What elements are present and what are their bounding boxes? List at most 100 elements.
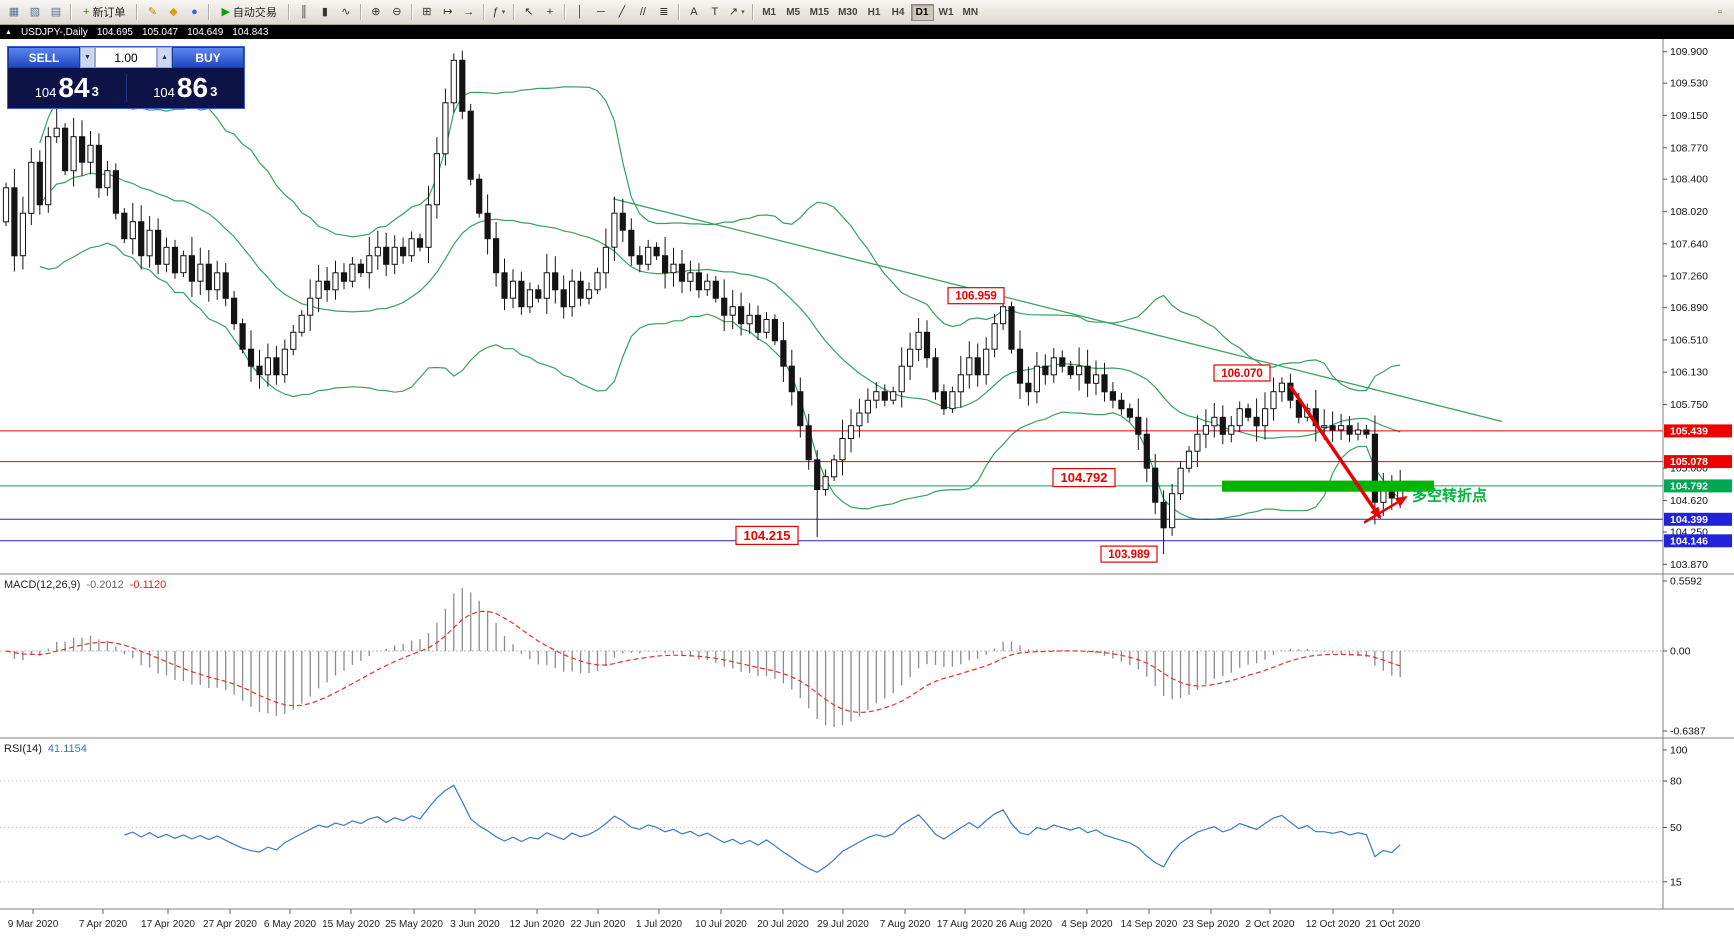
time-axis-label: 9 Mar 2020	[8, 919, 59, 930]
sell-button[interactable]: SELL	[8, 47, 80, 68]
profiles-button[interactable]: ▧	[25, 3, 45, 22]
price-callout-104.215[interactable]: 104.215	[735, 525, 799, 545]
buy-price-pips: 86	[176, 72, 209, 103]
text-label-button[interactable]: T	[705, 3, 725, 22]
time-axis-label: 27 Apr 2020	[203, 919, 257, 930]
zoom-in-button[interactable]: ⊕	[366, 3, 386, 22]
price-callout-103.989[interactable]: 103.989	[1100, 545, 1158, 563]
lot-increase-button[interactable]: ▲	[157, 47, 172, 68]
zoom-out-button[interactable]: ⊖	[387, 3, 407, 22]
bar-chart-icon: ║	[300, 5, 308, 18]
lot-decrease-button[interactable]: ▼	[80, 47, 95, 68]
trend-arrow-2[interactable]	[1363, 496, 1408, 524]
buy-button[interactable]: BUY	[172, 47, 244, 68]
community-button[interactable]: ●	[184, 3, 204, 22]
horizontal-line-icon: ─	[597, 5, 605, 18]
chart-shift-button[interactable]: →	[459, 3, 479, 22]
timeframe-d1-button[interactable]: D1	[910, 3, 934, 21]
time-axis-label: 12 Oct 2020	[1306, 919, 1361, 930]
docking-button[interactable]: ▫	[1710, 3, 1730, 22]
line-chart-button[interactable]: ∿	[336, 3, 356, 22]
cursor-button[interactable]: ↖	[519, 3, 539, 22]
timeframe-mn-button[interactable]: MN	[959, 4, 983, 21]
new-order-label: 新订单	[92, 7, 126, 19]
chart-canvas[interactable]: 多空转折点 106.959 106.070 104.792 104.215 103.989…	[0, 39, 1734, 945]
chart-info-bar: ▲ USDJPY-,Daily 104.695 105.047 104.649 …	[0, 25, 1734, 39]
autotrading-button[interactable]: ▶ 自动交易	[214, 3, 283, 22]
timeframe-h4-button[interactable]: H4	[887, 4, 910, 21]
symbol-period: USDJPY-,Daily	[20, 26, 88, 38]
timeframe-h1-button[interactable]: H1	[863, 4, 886, 21]
favorites-button[interactable]: ◆	[163, 3, 183, 22]
time-axis-label: 7 Aug 2020	[880, 919, 931, 930]
toolbar-separator	[208, 4, 211, 20]
price-callout-104.792[interactable]: 104.792	[1052, 468, 1116, 488]
price-badge-104.399: 104.399	[1664, 512, 1732, 526]
chevron-down-icon: ▼	[84, 54, 91, 61]
text-button[interactable]: A	[684, 3, 704, 22]
sell-price-figure: 104	[34, 85, 57, 100]
vertical-line-button[interactable]: │	[570, 3, 590, 22]
auto-scroll-button[interactable]: ↦	[438, 3, 458, 22]
charts-list-button[interactable]: ▤	[46, 3, 66, 22]
arrow-objects-button[interactable]: ↗ ▾	[726, 3, 748, 22]
metaeditor-button[interactable]: ✎	[142, 3, 162, 22]
ohlc-high: 105.047	[141, 26, 179, 38]
annotation-turning-point[interactable]: 多空转折点	[1412, 487, 1487, 505]
support-zone-highlight[interactable]	[1222, 480, 1434, 492]
toolbar-separator	[512, 4, 515, 20]
bar-chart-button[interactable]: ║	[294, 3, 314, 22]
auto-scroll-icon: ↦	[443, 5, 453, 18]
descending-trendline[interactable]	[612, 198, 1503, 423]
horizontal-line-button[interactable]: ─	[591, 3, 611, 22]
equidistant-channel-button[interactable]: //	[633, 3, 653, 22]
indicators-icon: ƒ	[492, 5, 499, 18]
timeframe-m15-button[interactable]: M15	[806, 4, 833, 21]
time-axis-label: 23 Sep 2020	[1183, 919, 1240, 930]
timeframe-m5-button[interactable]: M5	[782, 4, 805, 21]
time-axis-label: 1 Jul 2020	[636, 919, 683, 930]
indicators-button[interactable]: ƒ ▾	[489, 3, 509, 22]
sell-price[interactable]: 104 84 3	[8, 74, 126, 102]
price-tick-label: 103.870	[1670, 559, 1708, 571]
timeframe-m1-button[interactable]: M1	[758, 4, 781, 21]
new-order-button[interactable]: + 新订单	[76, 3, 132, 22]
ohlc-close: 104.843	[232, 26, 269, 38]
time-axis-label: 15 May 2020	[322, 919, 380, 930]
price-badge-104.146: 104.146	[1664, 534, 1732, 548]
tile-windows-button[interactable]: ⊞	[417, 3, 437, 22]
fibonacci-retracement-icon: ≣	[659, 5, 669, 18]
buy-price[interactable]: 104 86 3	[125, 72, 245, 103]
time-axis-label: 17 Aug 2020	[937, 919, 994, 930]
new-chart-button[interactable]: ▦	[4, 3, 24, 22]
trend-arrow-1[interactable]	[1288, 384, 1382, 520]
time-axis[interactable]: 9 Mar 2020 7 Apr 2020 17 Apr 2020 27 Apr 20…	[8, 909, 1421, 930]
lot-size-input[interactable]	[95, 47, 157, 68]
collapse-panel-icon[interactable]: ▲	[5, 28, 12, 36]
timeframe-w1-button[interactable]: W1	[935, 4, 958, 21]
time-axis-label: 7 Apr 2020	[79, 919, 128, 930]
fibonacci-retracement-button[interactable]: ≣	[654, 3, 674, 22]
price-callout-106.959[interactable]: 106.959	[947, 287, 1005, 305]
svg-text:103.989: 103.989	[1108, 549, 1150, 561]
chevron-down-icon: ▾	[741, 9, 745, 16]
docking-icon: ▫	[1718, 5, 1722, 18]
timeframe-m30-button[interactable]: M30	[834, 4, 861, 21]
time-axis-label: 17 Apr 2020	[141, 919, 195, 930]
time-axis-label: 4 Sep 2020	[1061, 919, 1113, 930]
price-badge-105.078: 105.078	[1664, 455, 1732, 469]
time-axis-label: 14 Sep 2020	[1121, 919, 1178, 930]
rsi-axis-label: 50	[1670, 822, 1682, 834]
price-axis[interactable]: 109.900 109.530 109.150 108.770 108.400 108.0…	[1663, 46, 1732, 571]
candlestick-chart-button[interactable]: ▮	[315, 3, 335, 22]
trendline-button[interactable]: ╱	[612, 3, 632, 22]
toolbar-separator	[563, 4, 566, 20]
equidistant-channel-icon: //	[639, 5, 646, 18]
profiles-icon: ▧	[29, 5, 41, 18]
price-badge-104.792: 104.792	[1664, 479, 1732, 493]
price-callout-106.070[interactable]: 106.070	[1213, 364, 1271, 382]
time-axis-label: 20 Jul 2020	[757, 919, 809, 930]
rsi-axis-label: 80	[1670, 776, 1682, 788]
crosshair-button[interactable]: +	[540, 3, 560, 22]
